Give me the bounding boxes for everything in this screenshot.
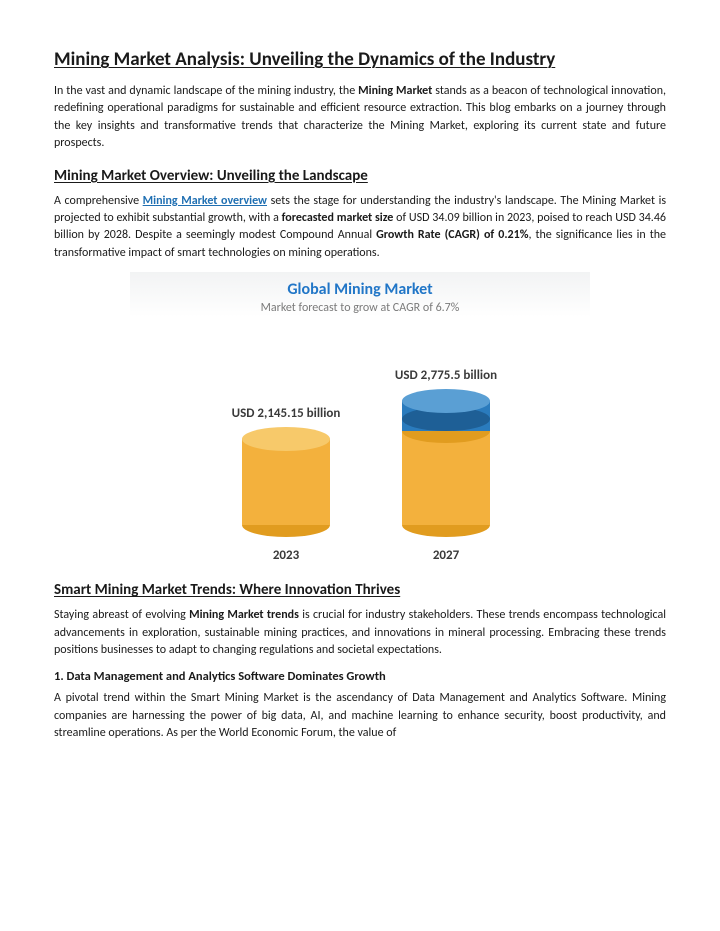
- section-overview-heading: Mining Market Overview: Unveiling the La…: [54, 167, 666, 185]
- chart-value-label-2027: USD 2,775.5 billion: [366, 368, 526, 383]
- section-trends-heading: Smart Mining Market Trends: Where Innova…: [54, 581, 666, 599]
- chart-plot-area: USD 2,145.15 billion 2023 USD 2,775.5 bill…: [130, 317, 590, 567]
- overview-paragraph: A comprehensive Mining Market overview s…: [54, 193, 666, 263]
- chart-subtitle: Market forecast to grow at CAGR of 6.7%: [130, 301, 590, 315]
- intro-text-pre: In the vast and dynamic landscape of the…: [54, 84, 358, 98]
- document-page: Mining Market Analysis: Unveiling the Dy…: [0, 0, 720, 782]
- subsection-1-paragraph: A pivotal trend within the Smart Mining …: [54, 690, 666, 742]
- chart-title: Global Mining Market: [130, 280, 590, 299]
- chart-axis-label-2027: 2027: [402, 548, 490, 563]
- chart-header: Global Mining Market Market forecast to …: [130, 272, 590, 317]
- chart-axis-label-2023: 2023: [242, 548, 330, 563]
- trends-bold-1: Mining Market trends: [189, 608, 299, 622]
- chart-bar-2027: [402, 389, 490, 537]
- trends-text-pre: Staying abreast of evolving: [54, 608, 189, 622]
- global-mining-market-chart: Global Mining Market Market forecast to …: [130, 272, 590, 567]
- trends-paragraph: Staying abreast of evolving Mining Marke…: [54, 607, 666, 659]
- overview-text-pre: A comprehensive: [54, 194, 143, 208]
- overview-bold-1: forecasted market size: [282, 211, 394, 225]
- mining-market-overview-link[interactable]: Mining Market overview: [143, 194, 267, 208]
- chart-bar-2023: [242, 427, 330, 537]
- subsection-1-heading: 1. Data Management and Analytics Softwar…: [54, 669, 666, 684]
- page-title: Mining Market Analysis: Unveiling the Dy…: [54, 48, 666, 71]
- intro-paragraph: In the vast and dynamic landscape of the…: [54, 83, 666, 153]
- chart-value-label-2023: USD 2,145.15 billion: [206, 406, 366, 421]
- overview-bold-2: Growth Rate (CAGR) of 0.21%: [376, 228, 528, 242]
- intro-bold-1: Mining Market: [358, 84, 432, 98]
